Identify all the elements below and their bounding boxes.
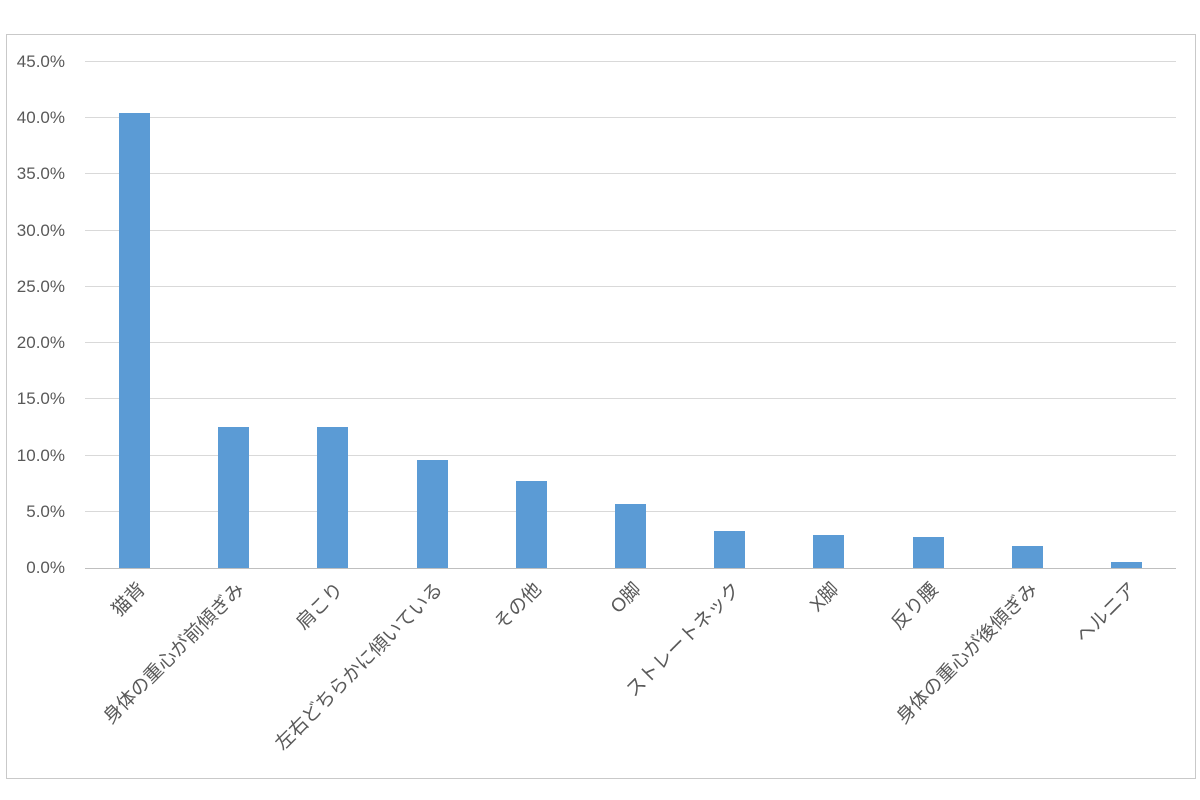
- y-gridline: [85, 173, 1176, 175]
- x-category-label: O脚: [606, 579, 646, 618]
- y-gridline: [85, 117, 1176, 119]
- bar: [1011, 545, 1043, 568]
- y-tick-label: 35.0%: [16, 164, 65, 184]
- y-tick-label: 5.0%: [26, 501, 65, 521]
- y-gridline: [85, 229, 1176, 231]
- x-category-label: 猫背: [107, 579, 150, 621]
- x-category-label: X脚: [806, 579, 844, 617]
- x-category-label: ヘルニア: [1072, 579, 1142, 648]
- y-tick-label: 25.0%: [16, 276, 65, 296]
- y-tick-label: 0.0%: [26, 558, 65, 577]
- y-gridline: [85, 285, 1176, 287]
- bar: [615, 503, 646, 568]
- bar: [1110, 562, 1142, 568]
- bar: [813, 535, 845, 568]
- y-tick-label: 10.0%: [16, 445, 65, 465]
- x-category-label: その他: [490, 579, 547, 635]
- y-tick-label: 15.0%: [16, 389, 65, 409]
- bar: [119, 112, 151, 568]
- bar: [515, 481, 547, 568]
- bar: [416, 460, 448, 568]
- y-gridline: [85, 61, 1176, 63]
- bar: [317, 427, 349, 568]
- x-axis-line: [85, 568, 1176, 569]
- bar: [714, 530, 746, 568]
- y-tick-label: 30.0%: [16, 220, 65, 240]
- y-gridline: [85, 342, 1176, 344]
- y-tick-label: 45.0%: [16, 52, 65, 71]
- y-tick-label: 40.0%: [16, 108, 65, 128]
- bar: [218, 427, 250, 568]
- y-gridline: [85, 454, 1176, 456]
- x-category-label: 肩こり: [292, 579, 348, 635]
- x-category-label: 反り腰: [887, 579, 943, 635]
- bar: [912, 536, 944, 568]
- chart-container: 0.0% 5.0% 10.0% 15.0% 20.0% 25.0% 30.0% 35.0% 40…: [6, 34, 1196, 779]
- x-category-label: 左右どちらかに傾いている: [271, 579, 447, 755]
- y-tick-label: 20.0%: [16, 333, 65, 353]
- plot-area: [85, 61, 1176, 569]
- y-gridline: [85, 398, 1176, 400]
